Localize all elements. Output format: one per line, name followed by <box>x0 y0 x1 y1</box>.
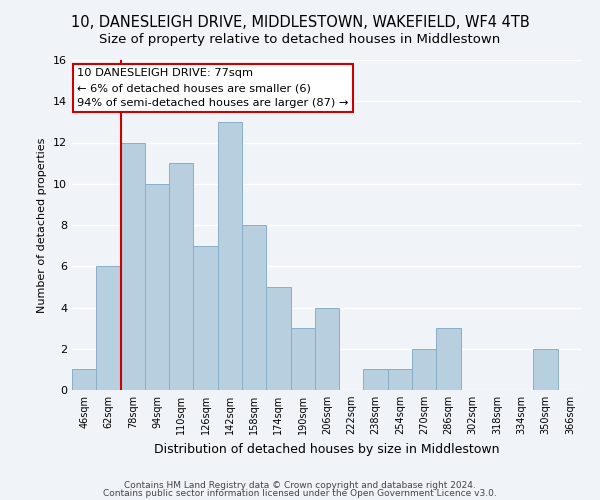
Bar <box>290 328 315 390</box>
Bar <box>388 370 412 390</box>
Bar <box>169 163 193 390</box>
Bar <box>533 349 558 390</box>
Text: 10 DANESLEIGH DRIVE: 77sqm
← 6% of detached houses are smaller (6)
94% of semi-d: 10 DANESLEIGH DRIVE: 77sqm ← 6% of detac… <box>77 68 349 108</box>
Text: Contains public sector information licensed under the Open Government Licence v3: Contains public sector information licen… <box>103 489 497 498</box>
Bar <box>364 370 388 390</box>
Bar <box>193 246 218 390</box>
Bar <box>266 287 290 390</box>
Y-axis label: Number of detached properties: Number of detached properties <box>37 138 47 312</box>
Bar <box>412 349 436 390</box>
X-axis label: Distribution of detached houses by size in Middlestown: Distribution of detached houses by size … <box>154 442 500 456</box>
Text: Size of property relative to detached houses in Middlestown: Size of property relative to detached ho… <box>100 32 500 46</box>
Bar <box>242 225 266 390</box>
Bar <box>315 308 339 390</box>
Bar <box>96 266 121 390</box>
Bar <box>218 122 242 390</box>
Bar <box>436 328 461 390</box>
Text: Contains HM Land Registry data © Crown copyright and database right 2024.: Contains HM Land Registry data © Crown c… <box>124 480 476 490</box>
Bar <box>72 370 96 390</box>
Bar <box>145 184 169 390</box>
Bar <box>121 142 145 390</box>
Text: 10, DANESLEIGH DRIVE, MIDDLESTOWN, WAKEFIELD, WF4 4TB: 10, DANESLEIGH DRIVE, MIDDLESTOWN, WAKEF… <box>71 15 529 30</box>
